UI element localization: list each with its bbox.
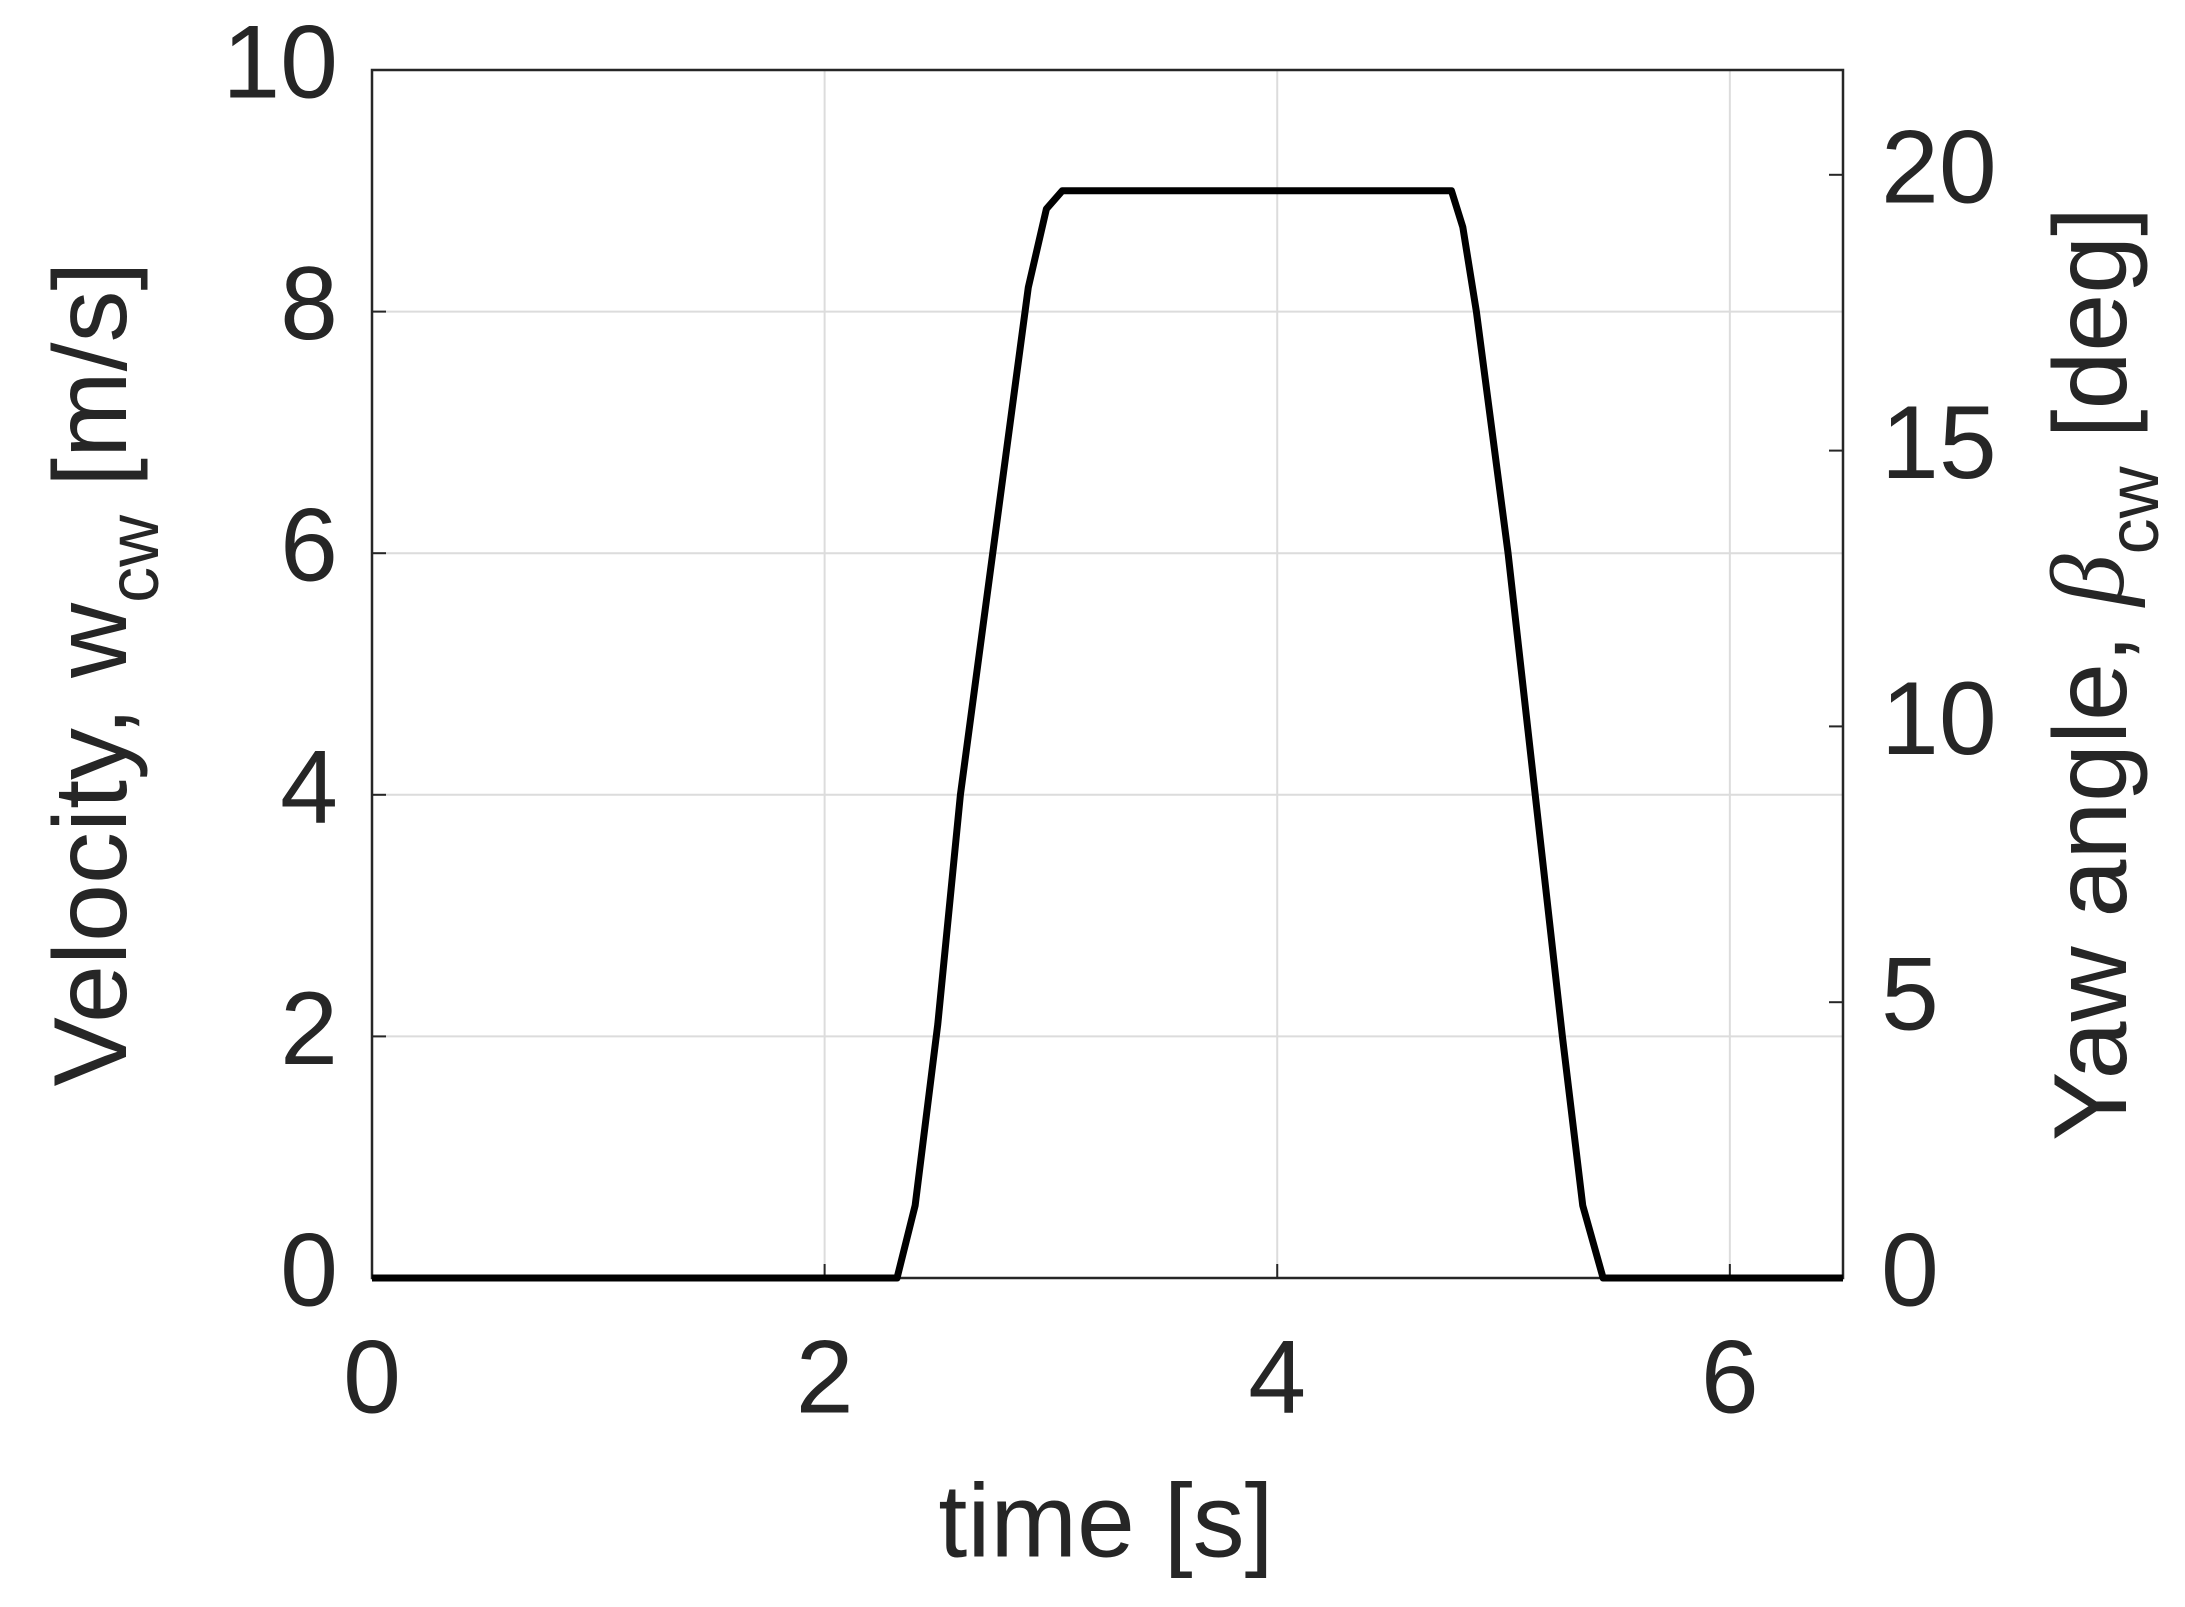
x-tick-label: 2 (796, 1319, 854, 1435)
y2-axis-label-sub: cw (2094, 465, 2174, 554)
y2-axis-label: Yaw angle, βcw [deg] (2031, 207, 2174, 1141)
x-tick-label: 0 (343, 1319, 401, 1435)
y2-axis-label-unit: [deg] (2033, 207, 2149, 438)
line (372, 187, 1843, 1282)
y-tick-label: 0 (280, 1212, 338, 1328)
y2-axis-label-symbol: β (2031, 554, 2146, 608)
y2-axis-label-main: Yaw angle, (2033, 634, 2149, 1141)
y-tick-label: 6 (280, 488, 338, 604)
plot-frame (370, 68, 1845, 1280)
y2-tick-label: 0 (1881, 1212, 1939, 1328)
x-axis-label: time [s] (938, 1463, 1273, 1579)
y-axis-label-sub: cw (94, 514, 174, 603)
y-axis-label: Velocity, wcw [m/s] (33, 262, 174, 1087)
y2-tick-label: 5 (1881, 937, 1939, 1053)
x-tick-label: 4 (1248, 1319, 1306, 1435)
y-tick-label: 8 (280, 246, 338, 362)
x-tick-label: 6 (1701, 1319, 1759, 1435)
y-axis-label-main: Velocity, w (33, 602, 149, 1086)
y2-tick-label: 10 (1881, 661, 1997, 777)
y-tick-label: 4 (280, 729, 338, 845)
y2-tick-label: 15 (1881, 385, 1997, 501)
y-tick-label: 10 (222, 4, 338, 120)
y-axis-label-unit: [m/s] (33, 262, 149, 487)
y2-tick-label: 20 (1881, 109, 1997, 225)
y-tick-label: 2 (280, 971, 338, 1087)
